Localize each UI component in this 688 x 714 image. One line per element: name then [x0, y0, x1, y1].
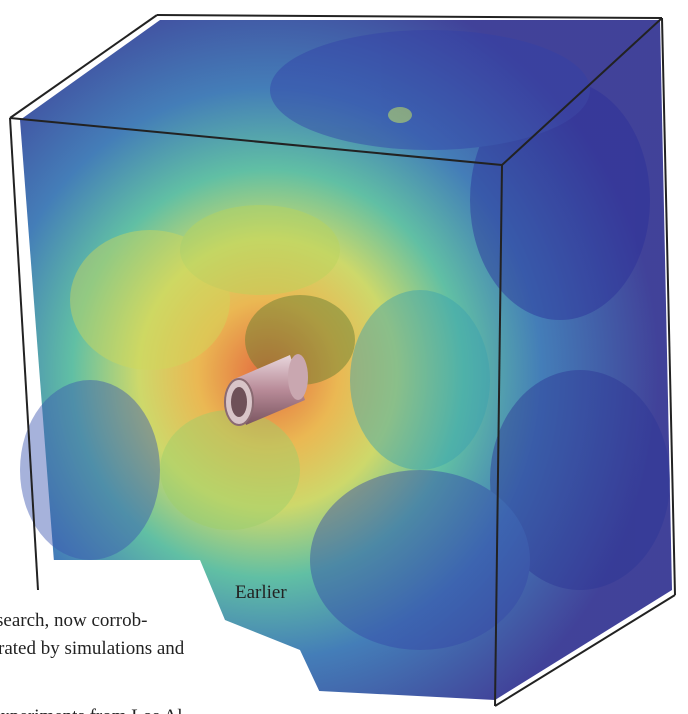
caption-line: rated by simulations and — [0, 638, 185, 659]
page: Earlier search, now corrob- rated by sim… — [0, 0, 688, 714]
caption-line: Earlier — [235, 582, 287, 603]
simulation-figure: Earlier search, now corrob- rated by sim… — [0, 0, 688, 714]
caption-line: experiments from Los Al — [0, 706, 183, 714]
caption-line: search, now corrob- — [0, 610, 147, 631]
